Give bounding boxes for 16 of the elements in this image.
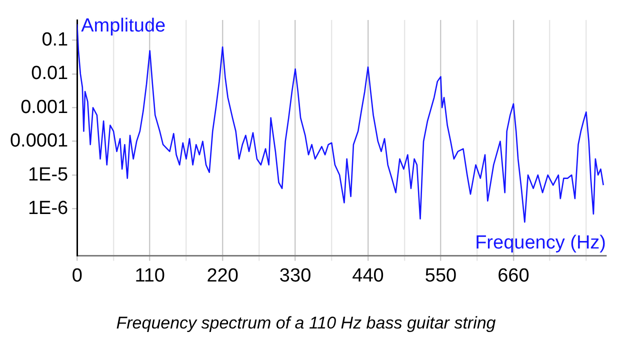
x-axis-title: Frequency (Hz) — [475, 232, 606, 254]
x-tick-label: 0 — [72, 265, 82, 286]
text: Frequency spectrum of a 110 Hz bass guitar string — [116, 314, 496, 333]
y-tick-label: 0.001 — [20, 96, 68, 118]
x-tick-label: 440 — [352, 265, 384, 286]
x-tick-label: 220 — [206, 265, 238, 286]
y-tick-label: 0.01 — [31, 63, 68, 84]
x-tick-label: 550 — [424, 265, 457, 286]
y-tick-label: 0.0001 — [10, 130, 68, 152]
y-tick-label: 1E-6 — [28, 198, 68, 219]
x-tick-label: 660 — [498, 265, 530, 286]
x-tick-label: 110 — [134, 265, 165, 286]
y-tick-label: 1E-5 — [28, 164, 68, 186]
y-tick-label: 0.1 — [42, 30, 68, 51]
y-axis-title: Amplitude — [81, 16, 166, 37]
x-tick-label: 330 — [279, 265, 312, 286]
